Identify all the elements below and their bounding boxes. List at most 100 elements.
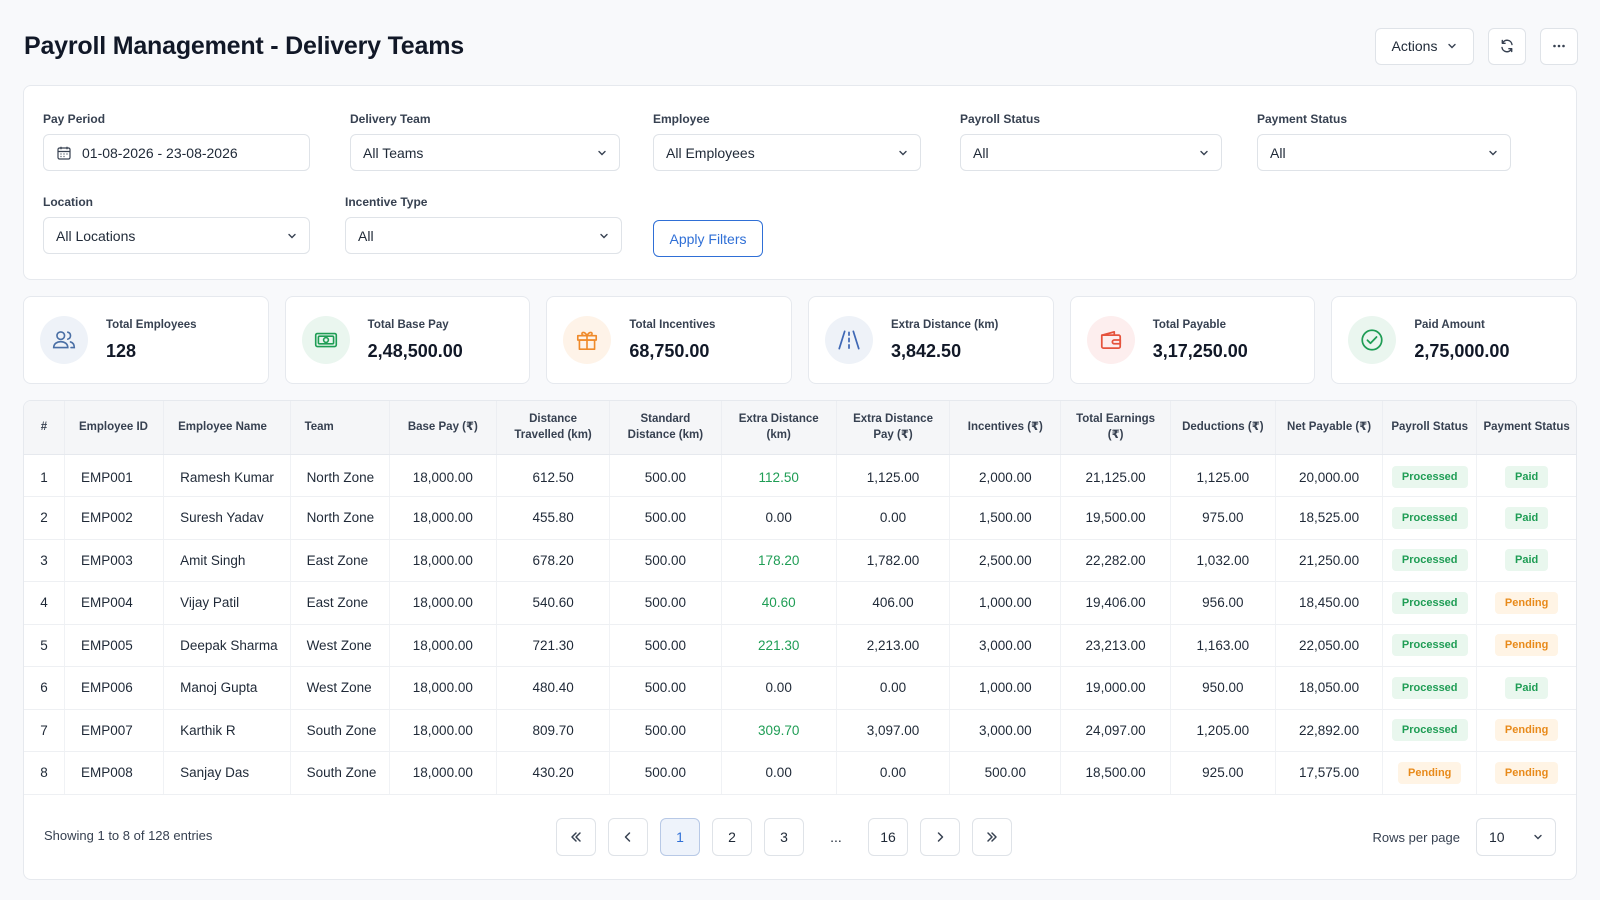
column-header[interactable]: Extra Distance Pay (₹) bbox=[836, 401, 951, 455]
table-body: 1 EMP001 Ramesh Kumar North Zone 18,000.00 61… bbox=[24, 454, 1576, 795]
payment-status-badge: Pending bbox=[1494, 719, 1559, 742]
stat-card-paid-amount: Paid Amount 2,75,000.00 bbox=[1331, 296, 1578, 384]
distance-travelled-cell: 612.50 bbox=[496, 454, 611, 497]
last-page-button[interactable] bbox=[972, 818, 1012, 856]
chevron-down-icon bbox=[1534, 834, 1542, 840]
payroll-status-badge: Processed bbox=[1391, 466, 1468, 489]
rows-per-page-value: 10 bbox=[1489, 829, 1505, 845]
distance-travelled-cell: 678.20 bbox=[496, 539, 611, 582]
check-circle-icon bbox=[1361, 329, 1383, 351]
table-row[interactable]: 3 EMP003 Amit Singh East Zone 18,000.00 678.2… bbox=[24, 539, 1576, 582]
next-page-button[interactable] bbox=[920, 818, 960, 856]
column-header[interactable]: Employee Name bbox=[163, 401, 291, 455]
previous-page-button[interactable] bbox=[608, 818, 648, 856]
table-row[interactable]: 6 EMP006 Manoj Gupta West Zone 18,000.00 480.… bbox=[24, 666, 1576, 710]
filter-label: Incentive Type bbox=[345, 195, 428, 209]
employee-select[interactable]: All Employees bbox=[653, 134, 921, 171]
column-header[interactable]: Employee ID bbox=[64, 401, 165, 455]
distance-travelled-cell: 455.80 bbox=[496, 496, 611, 540]
column-header[interactable]: Distance Travelled (km) bbox=[496, 401, 611, 455]
standard-distance-cell: 500.00 bbox=[609, 666, 722, 710]
stat-icon-wrap bbox=[40, 316, 88, 364]
extra-distance-cell: 0.00 bbox=[721, 666, 837, 710]
incentive-type-select[interactable]: All bbox=[345, 217, 622, 254]
column-header[interactable]: Payment Status bbox=[1476, 401, 1576, 455]
rows-per-page-label: Rows per page bbox=[1372, 829, 1460, 845]
page-header: Payroll Management - Delivery Teams Acti… bbox=[24, 26, 1578, 66]
column-header[interactable]: Payroll Status bbox=[1382, 401, 1478, 455]
table-row[interactable]: 4 EMP004 Vijay Patil East Zone 18,000.00 540.… bbox=[24, 581, 1576, 625]
row-number: 6 bbox=[24, 666, 65, 710]
payroll-status-badge: Processed bbox=[1391, 549, 1468, 572]
stat-value: 3,842.50 bbox=[891, 340, 962, 361]
incentives-cell: 500.00 bbox=[949, 751, 1062, 795]
column-header[interactable]: Total Earnings (₹) bbox=[1060, 401, 1171, 455]
table-row[interactable]: 5 EMP005 Deepak Sharma West Zone 18,000.00 72… bbox=[24, 624, 1576, 667]
table-row[interactable]: 8 EMP008 Sanjay Das South Zone 18,000.00 430.… bbox=[24, 751, 1576, 795]
stat-card-total-employees: Total Employees 128 bbox=[23, 296, 269, 384]
payroll-status-cell: Processed bbox=[1382, 539, 1478, 582]
team-cell: West Zone bbox=[290, 666, 390, 710]
incentives-cell: 2,000.00 bbox=[949, 454, 1062, 497]
payroll-status-select[interactable]: All bbox=[960, 134, 1222, 171]
stat-card-total-incentives: Total Incentives 68,750.00 bbox=[546, 296, 793, 384]
rows-per-page-select[interactable]: 10 bbox=[1476, 818, 1556, 856]
payroll-status-cell: Processed bbox=[1382, 581, 1478, 625]
incentives-cell: 3,000.00 bbox=[949, 709, 1062, 752]
filter-pay-period: Pay Period 01-08-2026 - 23-08-2026 bbox=[43, 112, 310, 171]
table-row[interactable]: 7 EMP007 Karthik R South Zone 18,000.00 809.7… bbox=[24, 709, 1576, 752]
column-header[interactable]: Team bbox=[290, 401, 390, 455]
pay-period-field[interactable]: 01-08-2026 - 23-08-2026 bbox=[43, 134, 310, 171]
payroll-status-cell: Pending bbox=[1382, 751, 1478, 795]
payment-status-badge: Pending bbox=[1494, 634, 1559, 657]
refresh-button[interactable] bbox=[1488, 27, 1526, 65]
page-button-3[interactable]: 3 bbox=[764, 818, 804, 856]
column-header[interactable]: # bbox=[24, 401, 65, 455]
location-select[interactable]: All Locations bbox=[43, 217, 310, 254]
column-header[interactable]: Extra Distance (km) bbox=[721, 401, 837, 455]
apply-filters-button[interactable]: Apply Filters bbox=[653, 220, 763, 257]
net-payable-cell: 17,575.00 bbox=[1275, 751, 1384, 795]
page-button-16[interactable]: 16 bbox=[868, 818, 908, 856]
chevron-left-icon bbox=[624, 832, 631, 842]
stat-icon-wrap bbox=[1086, 316, 1135, 364]
distance-travelled-cell: 430.20 bbox=[496, 751, 611, 795]
column-header[interactable]: Net Payable (₹) bbox=[1275, 401, 1384, 455]
delivery-team-select[interactable]: All Teams bbox=[350, 134, 620, 171]
net-payable-cell: 21,250.00 bbox=[1275, 539, 1384, 582]
extra-distance-pay-cell: 0.00 bbox=[836, 751, 951, 795]
payment-status-select[interactable]: All bbox=[1257, 134, 1511, 171]
column-header[interactable]: Base Pay (₹) bbox=[389, 401, 497, 455]
filter-payment-status: Payment Status All bbox=[1257, 112, 1511, 171]
filter-employee: Employee All Employees bbox=[653, 112, 921, 171]
stat-icon-wrap bbox=[563, 316, 612, 364]
total-earnings-cell: 23,213.00 bbox=[1060, 624, 1171, 667]
road-icon bbox=[838, 330, 860, 350]
employee-name-cell: Deepak Sharma bbox=[163, 624, 291, 667]
stat-label: Paid Amount bbox=[1414, 318, 1485, 331]
column-header[interactable]: Incentives (₹) bbox=[949, 401, 1062, 455]
first-page-button[interactable] bbox=[556, 818, 596, 856]
cash-icon bbox=[314, 332, 337, 348]
incentives-cell: 2,500.00 bbox=[949, 539, 1062, 582]
column-header[interactable]: Standard Distance (km) bbox=[609, 401, 722, 455]
stat-label: Extra Distance (km) bbox=[891, 318, 999, 331]
stat-label: Total Payable bbox=[1152, 318, 1226, 331]
table-row[interactable]: 1 EMP001 Ramesh Kumar North Zone 18,000.00 61… bbox=[24, 454, 1576, 497]
stat-card-total-base-pay: Total Base Pay 2,48,500.00 bbox=[284, 296, 531, 384]
payroll-status-badge: Processed bbox=[1391, 719, 1468, 742]
actions-button[interactable]: Actions bbox=[1375, 27, 1474, 65]
net-payable-cell: 18,525.00 bbox=[1275, 496, 1384, 540]
more-options-button[interactable] bbox=[1540, 27, 1578, 65]
row-number: 2 bbox=[24, 496, 65, 540]
page-ellipsis: ... bbox=[830, 829, 842, 845]
page-button-1[interactable]: 1 bbox=[660, 818, 700, 856]
incentives-cell: 1,000.00 bbox=[949, 666, 1062, 710]
team-cell: West Zone bbox=[290, 624, 390, 667]
column-header[interactable]: Deductions (₹) bbox=[1170, 401, 1276, 455]
table-row[interactable]: 2 EMP002 Suresh Yadav North Zone 18,000.00 45… bbox=[24, 496, 1576, 540]
filter-label: Pay Period bbox=[43, 112, 106, 126]
payroll-status-cell: Processed bbox=[1382, 666, 1478, 710]
page-button-2[interactable]: 2 bbox=[712, 818, 752, 856]
standard-distance-cell: 500.00 bbox=[609, 454, 722, 497]
